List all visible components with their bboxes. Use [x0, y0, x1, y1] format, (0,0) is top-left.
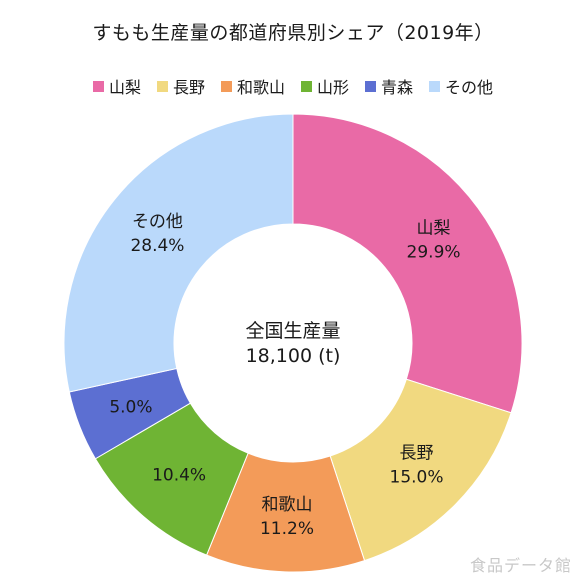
legend-swatch	[301, 80, 312, 92]
slice-value-label: 5.0%	[109, 397, 152, 417]
slice-value-label: 29.9%	[407, 242, 461, 262]
legend-label: 長野	[172, 78, 205, 97]
donut-slice-1	[292, 113, 523, 414]
center-title: 全国生産量	[245, 320, 341, 342]
watermark: 食品データ館	[469, 556, 572, 575]
legend-item: 山形	[301, 74, 349, 98]
legend-label: 青森	[381, 78, 414, 97]
legend-label: 和歌山	[236, 78, 285, 97]
legend-item: 山梨	[92, 74, 141, 98]
legend-swatch	[220, 80, 232, 92]
slice-name-label: 山梨	[417, 218, 451, 238]
donut-slice-2	[329, 378, 512, 562]
center-value: 18,100 (t)	[245, 345, 341, 367]
donut-slice-6	[63, 113, 294, 393]
legend-item: その他	[429, 74, 493, 98]
chart-title: すもも生産量の都道府県別シェア（2019年）	[92, 22, 494, 44]
slice-name-label: 長野	[400, 444, 434, 464]
legend-item: 和歌山	[220, 74, 285, 98]
legend-label: 山梨	[108, 78, 141, 97]
legend-swatch	[156, 80, 168, 92]
legend-item: 長野	[156, 74, 205, 98]
slice-value-label: 11.2%	[260, 519, 314, 539]
legend-label: その他	[445, 78, 494, 97]
legend: 山梨 長野 和歌山 山形 青森 その他	[0, 74, 586, 98]
legend-swatch	[92, 80, 104, 92]
slice-name-label: その他	[132, 212, 183, 232]
legend-label: 山形	[317, 78, 350, 97]
slice-name-label: 和歌山	[261, 495, 312, 515]
legend-swatch	[429, 80, 441, 92]
slice-value-label: 10.4%	[152, 466, 206, 486]
legend-swatch	[365, 80, 377, 92]
slice-value-label: 28.4%	[130, 236, 184, 256]
slice-value-label: 15.0%	[390, 468, 444, 488]
legend-item: 青森	[365, 74, 413, 98]
